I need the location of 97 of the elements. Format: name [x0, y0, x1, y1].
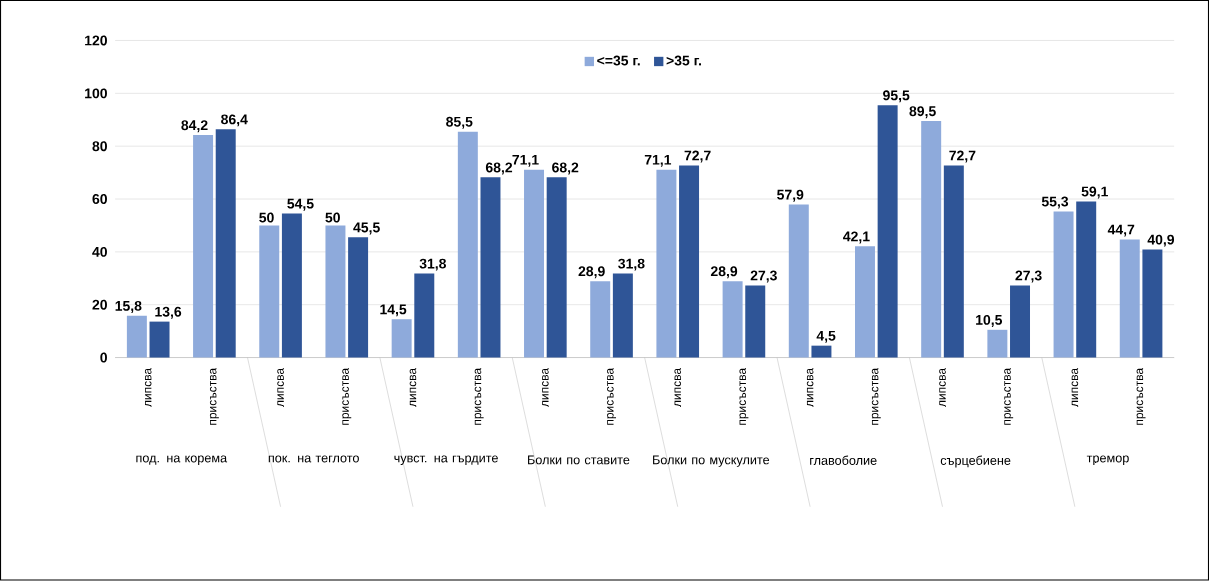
bar — [656, 169, 677, 358]
bar — [325, 225, 346, 358]
x-tick-label: присъства — [474, 368, 484, 426]
bar — [215, 129, 236, 358]
data-label: 86,4 — [221, 114, 248, 127]
data-label: 68,2 — [552, 162, 579, 175]
bar — [1142, 249, 1163, 358]
data-label: 28,9 — [578, 266, 605, 279]
data-label: 59,1 — [1081, 186, 1108, 199]
bar — [1010, 285, 1031, 358]
y-tick-label: 40 — [92, 247, 107, 258]
x-tick-label: присъства — [739, 368, 749, 426]
x-tick-label: липсва — [806, 368, 814, 408]
data-label: 14,5 — [380, 304, 407, 317]
data-label: 71,1 — [512, 155, 539, 167]
x-tick-label: липсва — [144, 368, 152, 408]
bar — [281, 213, 302, 358]
data-label: 31,8 — [618, 258, 645, 271]
legend-label: <=35 г. — [597, 55, 640, 66]
data-label: 40,9 — [1147, 234, 1175, 247]
data-label: 31,8 — [419, 258, 446, 271]
text: пок. на теглото — [268, 455, 359, 463]
y-tick-label: 120 — [85, 35, 107, 46]
x-tick-label: присъства — [1004, 368, 1014, 426]
bar — [679, 165, 700, 358]
bar — [259, 225, 280, 358]
bar — [612, 273, 633, 358]
bar — [457, 131, 478, 358]
bar — [524, 169, 545, 358]
y-tick-label: 20 — [92, 299, 107, 310]
bar — [722, 281, 743, 358]
bar — [811, 345, 832, 358]
bar — [193, 135, 214, 358]
text: тремор — [1086, 455, 1129, 466]
bar — [480, 177, 501, 358]
bar — [348, 237, 369, 358]
x-tick-label: липсва — [1071, 368, 1079, 408]
data-label: 42,1 — [843, 231, 870, 244]
data-label: 57,9 — [777, 189, 804, 202]
data-label: 50 — [325, 212, 340, 223]
data-label: 44,7 — [1107, 224, 1135, 237]
data-label: 72,7 — [949, 150, 976, 163]
x-tick-label: присъства — [607, 368, 617, 426]
bar — [546, 177, 567, 358]
text: главоболие — [810, 455, 877, 466]
bar — [391, 319, 412, 358]
x-tick-label: липсва — [939, 368, 946, 408]
data-label: 72,7 — [684, 150, 711, 163]
data-label: 71,1 — [644, 155, 672, 167]
data-label: 15,8 — [115, 301, 142, 314]
text: под. на корема — [136, 455, 228, 466]
data-label: 89,5 — [909, 106, 936, 119]
x-tick-label: липсва — [409, 368, 417, 408]
data-label: 27,3 — [1015, 270, 1042, 283]
data-label: 28,9 — [710, 266, 738, 279]
bar — [149, 321, 170, 358]
data-label: 85,5 — [446, 117, 473, 129]
data-label: 68,2 — [485, 162, 513, 175]
bar — [855, 246, 875, 358]
text: Болки по мускулите — [653, 455, 770, 468]
bar — [745, 285, 766, 358]
data-label: 55,3 — [1041, 196, 1069, 209]
data-label: 50 — [259, 212, 274, 223]
y-tick-label: 100 — [85, 88, 107, 99]
bar — [414, 273, 435, 358]
bar — [126, 316, 147, 358]
data-label: 84,2 — [181, 120, 208, 133]
data-label: 54,5 — [287, 199, 314, 211]
bar — [1053, 211, 1074, 358]
bar — [590, 281, 611, 358]
x-tick-label: присъства — [1136, 368, 1146, 426]
data-label: 4,5 — [816, 331, 836, 343]
x-tick-label: липсва — [277, 368, 284, 408]
bar — [987, 330, 1008, 358]
y-tick-label: 0 — [100, 352, 107, 363]
bar — [1076, 201, 1097, 358]
bar — [877, 105, 898, 358]
text: Болки по ставите — [528, 455, 630, 465]
x-tick-label: липсва — [674, 368, 682, 408]
data-label: 45,5 — [353, 222, 380, 235]
x-tick-label: присъства — [209, 368, 219, 426]
data-label: 27,3 — [750, 270, 777, 283]
legend-label: >35 г. — [666, 55, 702, 66]
x-tick-label: присъства — [342, 368, 352, 426]
bar — [921, 121, 942, 358]
bar — [788, 204, 809, 358]
x-tick-label: липсва — [542, 368, 549, 408]
text: сърцебиене — [940, 455, 1011, 468]
bar — [1119, 239, 1140, 358]
data-label: 13,6 — [155, 306, 182, 319]
bar — [943, 165, 964, 358]
x-tick-label: присъства — [871, 368, 881, 426]
y-tick-label: 60 — [92, 194, 107, 205]
data-label: 10,5 — [976, 315, 1003, 328]
text: чувст. на гърдите — [394, 455, 498, 466]
y-tick-label: 80 — [92, 141, 107, 152]
data-label: 95,5 — [883, 90, 910, 103]
